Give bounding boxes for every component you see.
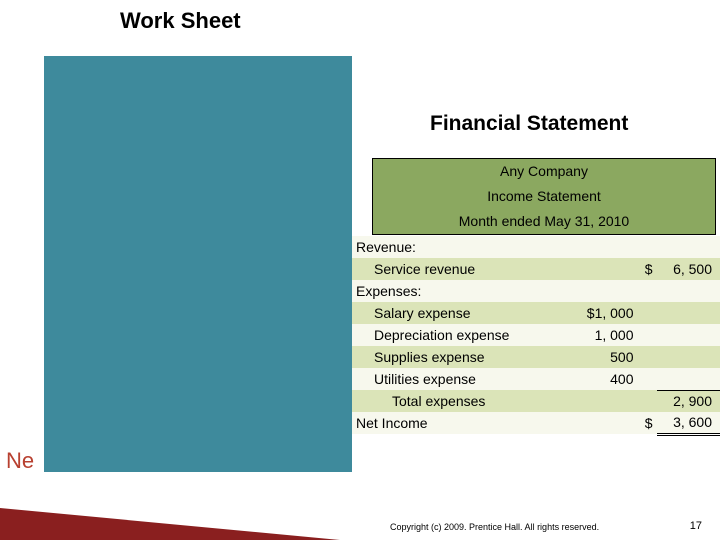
service-revenue-label: Service revenue xyxy=(352,258,563,280)
salary-expense-amount: $1, 000 xyxy=(563,302,637,324)
currency-symbol: $ xyxy=(638,258,657,280)
table-row: Service revenue $ 6, 500 xyxy=(352,258,720,280)
depreciation-expense-amount: 1, 000 xyxy=(563,324,637,346)
supplies-expense-amount: 500 xyxy=(563,346,637,368)
currency-symbol: $ xyxy=(638,412,657,434)
revenue-label: Revenue: xyxy=(352,236,563,258)
statement-header-box: Any Company Income Statement Month ended… xyxy=(372,158,716,235)
table-row: Expenses: xyxy=(352,280,720,302)
company-name: Any Company xyxy=(373,159,715,184)
supplies-expense-label: Supplies expense xyxy=(352,346,563,368)
statement-type: Income Statement xyxy=(373,184,715,209)
teal-overlay-block xyxy=(44,56,352,472)
utilities-expense-label: Utilities expense xyxy=(352,368,563,390)
decorative-triangle xyxy=(0,508,340,540)
table-row: Utilities expense 400 xyxy=(352,368,720,390)
expenses-label: Expenses: xyxy=(352,280,563,302)
page-number: 17 xyxy=(690,520,702,532)
table-row: Depreciation expense 1, 000 xyxy=(352,324,720,346)
utilities-expense-amount: 400 xyxy=(563,368,637,390)
table-row: Net Income $ 3, 600 xyxy=(352,412,720,434)
salary-expense-label: Salary expense xyxy=(352,302,563,324)
statement-period: Month ended May 31, 2010 xyxy=(373,209,715,234)
total-expenses-label: Total expenses xyxy=(352,390,563,412)
net-income-amount: 3, 600 xyxy=(657,412,720,434)
table-row: Supplies expense 500 xyxy=(352,346,720,368)
copyright-text: Copyright (c) 2009. Prentice Hall. All r… xyxy=(390,522,599,532)
cutoff-text: Ne xyxy=(6,448,34,474)
income-statement-table: Revenue: Service revenue $ 6, 500 Expens… xyxy=(352,236,720,436)
table-row: Total expenses 2, 900 xyxy=(352,390,720,412)
service-revenue-amount: 6, 500 xyxy=(657,258,720,280)
section-heading: Financial Statement xyxy=(430,112,628,136)
slide-title: Work Sheet xyxy=(120,8,241,34)
depreciation-expense-label: Depreciation expense xyxy=(352,324,563,346)
net-income-label: Net Income xyxy=(352,412,563,434)
table-row: Revenue: xyxy=(352,236,720,258)
total-expenses-amount: 2, 900 xyxy=(657,390,720,412)
table-row: Salary expense $1, 000 xyxy=(352,302,720,324)
